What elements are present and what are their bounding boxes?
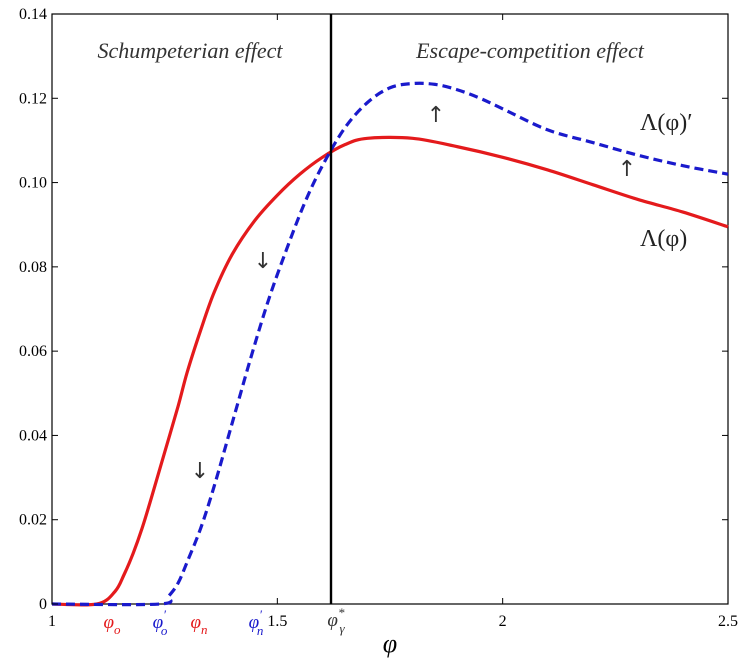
- curve-label-lambda: Λ(φ): [640, 226, 687, 252]
- axis-marker-sup: ′: [259, 607, 262, 622]
- y-tick-label: 0.02: [19, 512, 47, 529]
- axis-marker-phi: φ* γ: [327, 605, 345, 636]
- plot-border: [51, 13, 729, 605]
- y-tick-label: 0.12: [19, 90, 47, 107]
- series-lines: [51, 81, 729, 607]
- y-axis-ticks: 0 0.02 0.04 0.06 0.08 0.10 0.12 0.14: [19, 6, 728, 613]
- y-tick-label: 0: [39, 596, 47, 613]
- x-tick-label: 1.5: [267, 613, 287, 630]
- down-arrow-icon: ↓: [191, 459, 209, 484]
- axis-marker-phi: φo: [103, 612, 121, 637]
- axis-marker-base: φ: [190, 612, 201, 633]
- axis-marker-sub: o: [161, 623, 168, 638]
- series-line-lambda: [51, 135, 729, 607]
- x-tick-label: 2.5: [718, 613, 738, 630]
- y-tick-label: 0.10: [19, 175, 47, 192]
- axis-marker-sub: n: [201, 622, 208, 637]
- x-tick-label: 2: [499, 613, 507, 630]
- axis-marker-sub: o: [114, 622, 121, 637]
- down-arrow-icon: ↓: [254, 249, 272, 274]
- axis-marker-base: φ: [103, 612, 114, 633]
- region-label-schumpeterian: Schumpeterian effect: [97, 38, 283, 63]
- x-axis-label: φ: [383, 629, 397, 658]
- x-axis-ticks: 1 1.5 2 2.5: [48, 14, 738, 630]
- curve-label-lambda-prime: Λ(φ)′: [640, 110, 693, 136]
- axis-marker-base: φ: [153, 612, 164, 633]
- y-tick-label: 0.14: [19, 6, 47, 23]
- axis-marker-sup: ′: [163, 607, 166, 622]
- axis-marker-phi: φ′ n: [249, 607, 264, 638]
- axis-markers: φo φ′ o φn φ′ n φ* γ: [103, 605, 345, 638]
- axis-marker-base: φ: [327, 610, 338, 631]
- axis-marker-sub: γ: [339, 621, 345, 636]
- axis-marker-sub: n: [257, 623, 264, 638]
- x-tick-label: 1: [48, 613, 56, 630]
- up-arrow-icon: ↑: [427, 103, 445, 128]
- y-tick-label: 0.04: [19, 427, 47, 444]
- axis-marker-sup: *: [338, 605, 345, 620]
- y-tick-label: 0.08: [19, 259, 47, 276]
- axis-marker-base: φ: [249, 612, 260, 633]
- axis-marker-phi: φn: [190, 612, 207, 637]
- series-line-lambda-prime: [51, 81, 729, 607]
- up-arrow-icon: ↑: [618, 157, 636, 182]
- curve-labels: Λ(φ)′ Λ(φ): [640, 110, 693, 252]
- arrows-group: ↓ ↓ ↑ ↑: [191, 103, 636, 484]
- region-label-escape: Escape-competition effect: [415, 38, 645, 63]
- axis-marker-phi: φ′ o: [153, 607, 168, 638]
- y-tick-label: 0.06: [19, 343, 47, 360]
- region-labels: Schumpeterian effect Escape-competition e…: [97, 38, 644, 63]
- plot-frame: [51, 13, 729, 605]
